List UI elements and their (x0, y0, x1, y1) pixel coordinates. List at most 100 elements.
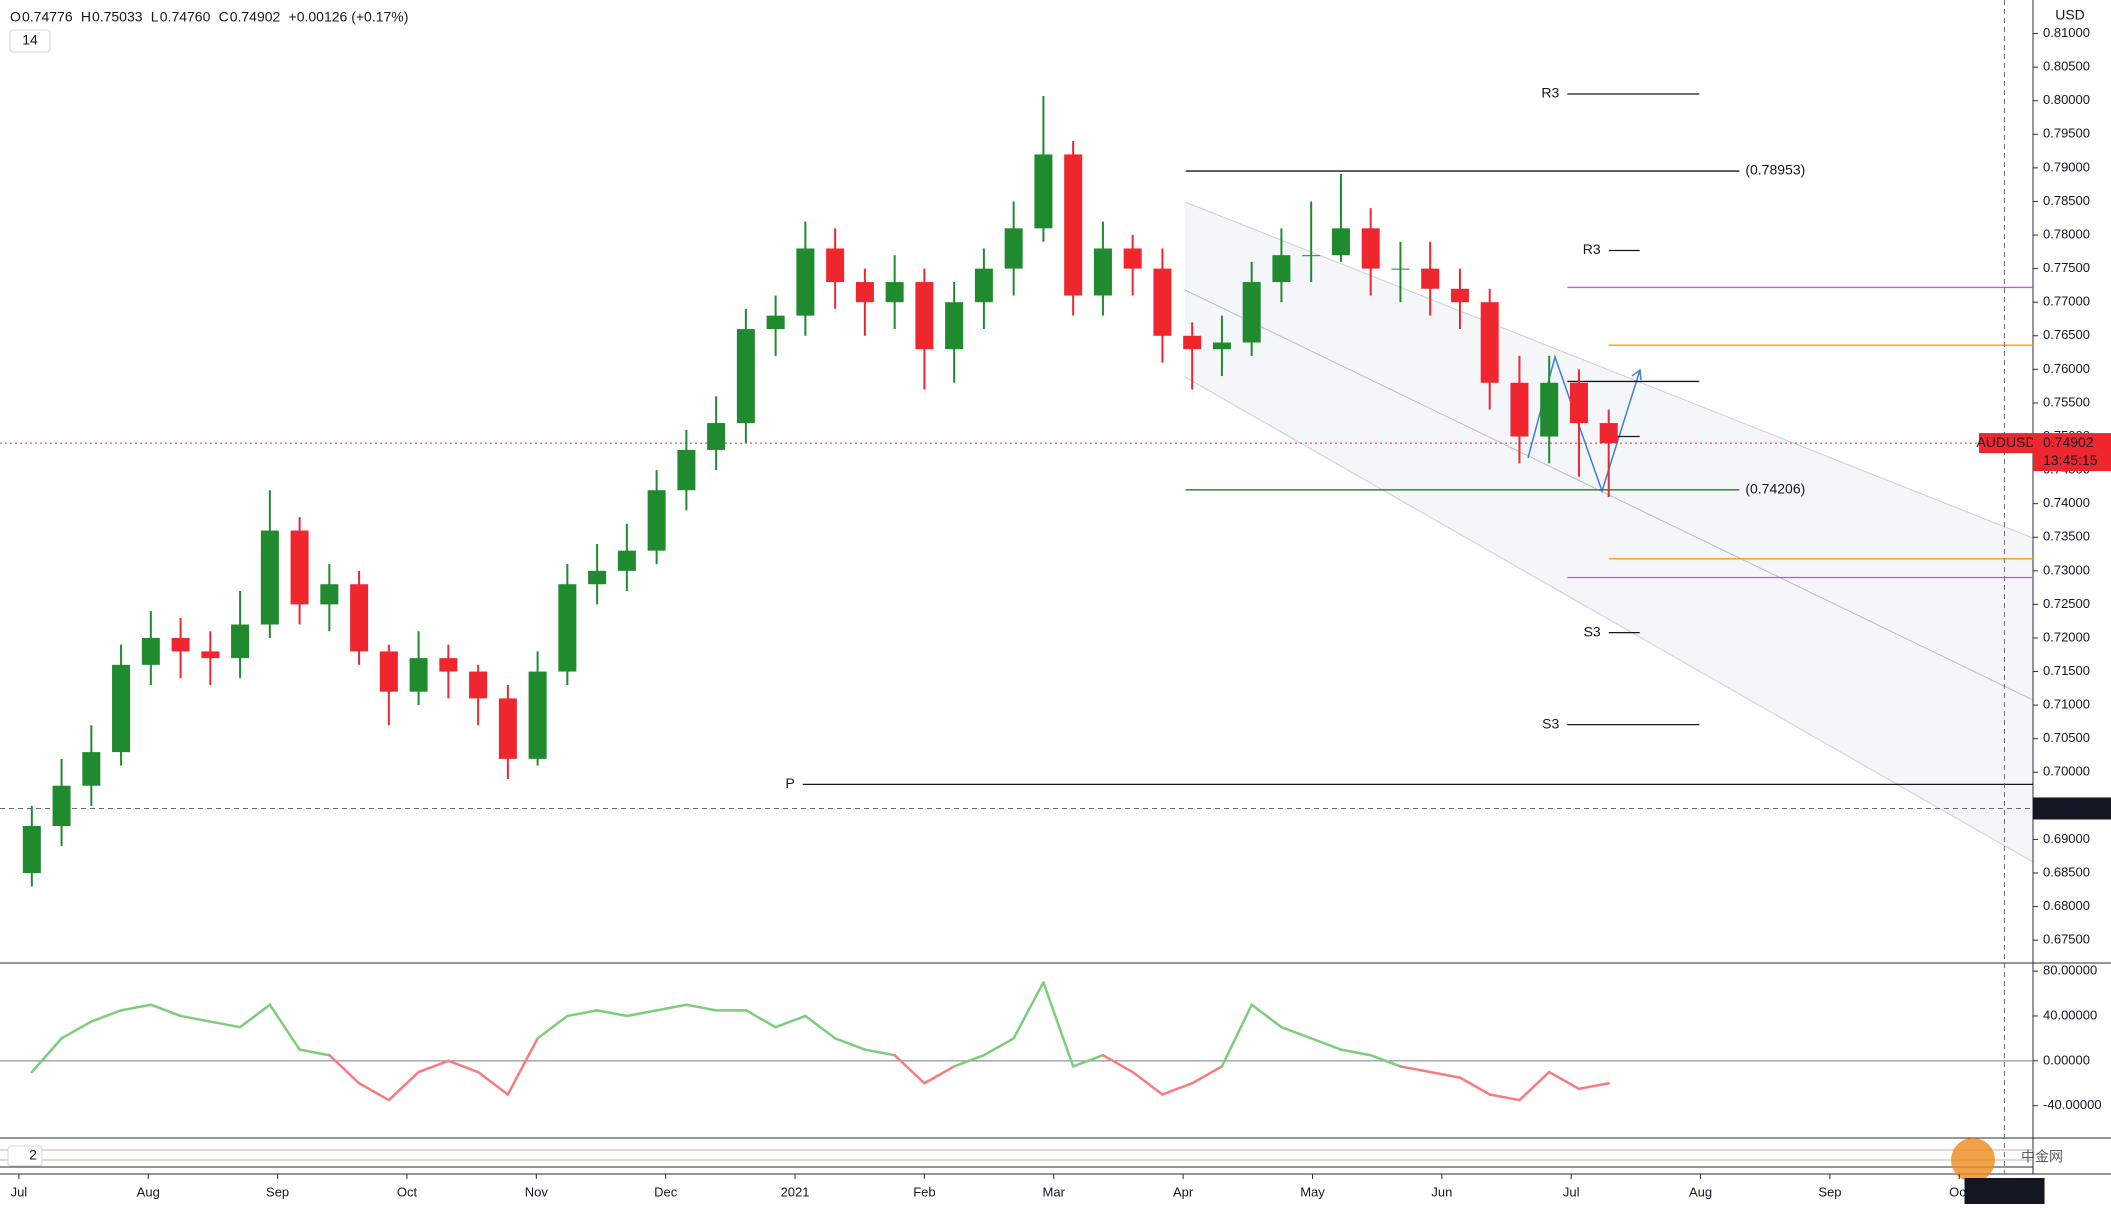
y-tick-label: 0.68500 (2043, 864, 2090, 879)
candle-body (915, 282, 934, 350)
y-tick-label: 0.77500 (2043, 260, 2090, 275)
y-tick-label: 0.78500 (2043, 193, 2090, 208)
y-tick-label: 80.00000 (2043, 963, 2097, 978)
legend-key: C (219, 9, 229, 25)
candle-body (736, 329, 755, 424)
oscillator-segment (179, 1014, 212, 1023)
last-price-tag (2033, 433, 2111, 472)
level-label: (0.78953) (1745, 162, 1805, 178)
crosshair-price-label: 0.69461 (2043, 799, 2094, 815)
y-tick-label: 0.79000 (2043, 159, 2090, 174)
x-tick-label: Apr (1173, 1184, 1194, 1199)
candle-body (677, 449, 696, 491)
level-name: S3 (1542, 715, 1559, 731)
crosshair-date-label: 12 Oct '21 (1973, 1182, 2037, 1198)
oscillator-segment (1577, 1082, 1610, 1091)
y-tick-label: 0.80000 (2043, 92, 2090, 107)
pitchfork-lower (1184, 376, 2034, 863)
candle-body (1183, 335, 1202, 350)
x-tick-label: Sep (1818, 1184, 1841, 1199)
candle-body (1123, 248, 1142, 269)
y-tick-label: 0.68000 (2043, 898, 2090, 913)
y-tick-label: 0.78000 (2043, 226, 2090, 241)
candle-body (379, 651, 398, 692)
candle-body (588, 570, 607, 585)
oscillator-segment (744, 1009, 777, 1029)
oscillator-segment (774, 1014, 807, 1029)
candle-body (647, 490, 666, 551)
candle-body (141, 637, 160, 665)
x-tick-label: Aug (137, 1184, 160, 1199)
pitchfork-upper (1184, 201, 2034, 539)
oscillator-segment (447, 1059, 480, 1074)
candle-body (409, 658, 428, 692)
candle-body (320, 584, 339, 605)
y-tick-label: 0.70000 (2043, 764, 2090, 779)
candle-body (885, 282, 904, 303)
candle-body (1421, 268, 1440, 289)
candle-body (1480, 302, 1499, 383)
oscillator-segment (476, 1070, 510, 1096)
oscillator-segment (1161, 1082, 1194, 1096)
oscillator-segment (923, 1065, 956, 1085)
oscillator-segment (893, 1053, 926, 1085)
y-tick-label: 0.79500 (2043, 126, 2090, 141)
y-tick-label: 0.76500 (2043, 327, 2090, 342)
candle-body (558, 584, 577, 672)
oscillator-segment (209, 1020, 242, 1029)
candle-body (498, 698, 517, 759)
y-tick-label: 0.76000 (2043, 361, 2090, 376)
pitchfork-channel (1185, 202, 2033, 862)
candle-body (1540, 382, 1559, 437)
oscillator-segment (90, 1009, 123, 1023)
level-label: (0.74206) (1745, 481, 1805, 497)
candle-body (439, 658, 458, 672)
candle-body (171, 637, 190, 652)
oscillator-segment (417, 1059, 450, 1074)
legend-value: 0.75033 (92, 9, 143, 25)
indicator-input-box[interactable] (9, 29, 51, 53)
y-tick-label: 40.00000 (2043, 1007, 2097, 1022)
oscillator-segment (1339, 1048, 1372, 1057)
oscillator-segment (1280, 1025, 1313, 1040)
indicator-input-box[interactable] (7, 1145, 43, 1167)
legend-value: 0.74760 (160, 9, 211, 25)
candle-body (945, 302, 964, 350)
oscillator-segment (863, 1048, 896, 1057)
x-tick-label: Jun (1431, 1184, 1452, 1199)
candle-body (52, 785, 71, 827)
oscillator-segment (506, 1037, 539, 1096)
oscillator-segment (1071, 1053, 1105, 1068)
y-tick-label: -40.00000 (2043, 1097, 2102, 1112)
oscillator-segment (357, 1082, 391, 1102)
legend-key: L (151, 9, 159, 25)
oscillator-segment (595, 1009, 629, 1018)
y-tick-label: 0.73000 (2043, 562, 2090, 577)
symbol-tag-label: AUDUSD (1976, 434, 2035, 450)
candle-body (1153, 268, 1172, 336)
candle-body (1064, 154, 1083, 296)
legend-change: +0.00126 (+0.17%) (289, 9, 409, 25)
oscillator-segment (328, 1053, 361, 1085)
candle-body (1599, 423, 1618, 444)
candle-body (1212, 342, 1231, 350)
currency[interactable]: USD (2055, 7, 2085, 23)
oscillator-segment (1458, 1076, 1491, 1096)
last-price-label: 0.74902 (2043, 434, 2094, 450)
candle-body (112, 664, 131, 753)
oscillator-segment (1042, 981, 1075, 1068)
oscillator-segment (238, 1003, 272, 1029)
oscillator-segment (625, 1009, 658, 1018)
oscillator-segment (1309, 1037, 1343, 1051)
y-tick-label: 0.00000 (2043, 1052, 2090, 1067)
candle-body (1361, 228, 1380, 269)
candle-body (766, 315, 785, 330)
candle-body (201, 651, 220, 659)
oscillator-segment (833, 1037, 867, 1051)
y-tick-label: 0.74000 (2043, 495, 2090, 510)
oscillator-segment (60, 1020, 93, 1040)
oscillator-segment (536, 1014, 569, 1040)
legend-key: O (10, 9, 21, 25)
x-tick-label: Jul (11, 1184, 28, 1199)
candle-body (796, 248, 815, 316)
